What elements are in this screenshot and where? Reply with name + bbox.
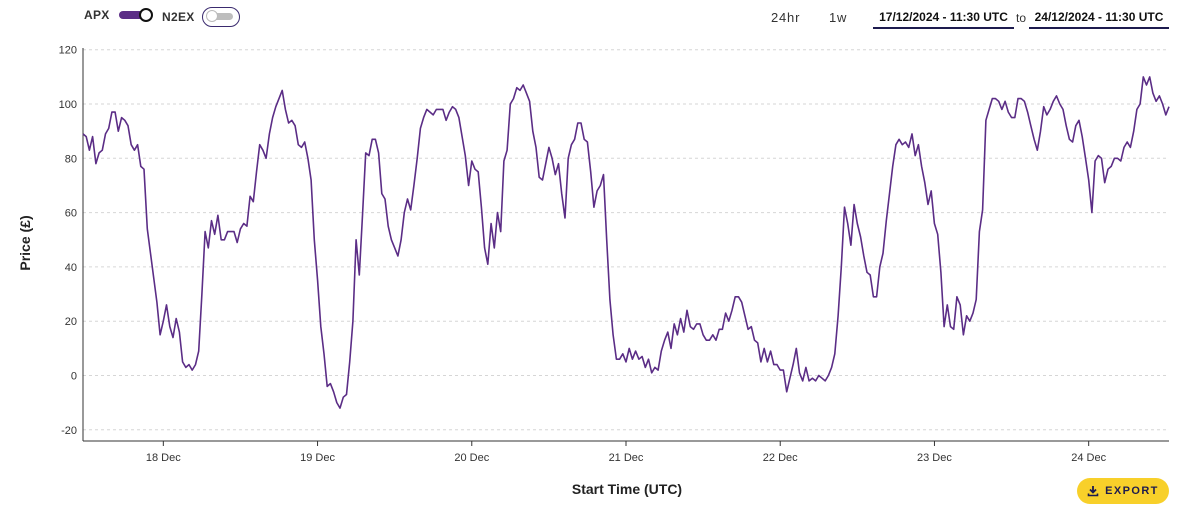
export-button[interactable]: EXPORT <box>1077 478 1169 504</box>
series-toggle-label: N2EX <box>162 10 195 24</box>
y-tick-label: 120 <box>59 45 77 57</box>
series-toggle-label: APX <box>84 8 110 22</box>
x-axis-title: Start Time (UTC) <box>572 481 682 497</box>
y-tick-label: 20 <box>65 316 77 328</box>
series-line-apx <box>82 76 1170 409</box>
series-toggle-apx[interactable]: APX <box>84 8 153 22</box>
x-tick-label: 21 Dec <box>609 452 644 464</box>
x-tick-label: 18 Dec <box>146 452 181 464</box>
x-tick-label: 24 Dec <box>1071 452 1106 464</box>
download-icon <box>1087 486 1099 497</box>
x-tick-label: 22 Dec <box>763 452 798 464</box>
range-24hr-button[interactable]: 24hr <box>771 10 801 25</box>
date-range-separator: to <box>1016 11 1027 25</box>
export-label: EXPORT <box>1105 485 1159 497</box>
y-tick-label: 40 <box>65 262 77 274</box>
date-from-field[interactable]: 17/12/2024 - 11:30 UTC <box>873 10 1014 29</box>
y-tick-label: 80 <box>65 153 77 165</box>
y-tick-label: 0 <box>71 371 77 383</box>
range-1w-button[interactable]: 1w <box>829 10 848 25</box>
grid-layer <box>83 49 1169 431</box>
y-tick-label: -20 <box>61 425 77 437</box>
x-tick-label: 20 Dec <box>454 452 489 464</box>
series-layer <box>82 76 1170 409</box>
tick-layer: -20 0 20 40 60 80 100 120 18 Dec 19 Dec 20 Dec 21 D… <box>59 45 1107 464</box>
n2ex-switch[interactable] <box>201 7 240 27</box>
series-toggle-n2ex[interactable]: N2EX <box>162 7 240 27</box>
x-tick-label: 23 Dec <box>917 452 952 464</box>
x-tick-label: 19 Dec <box>300 452 335 464</box>
y-tick-label: 60 <box>65 208 77 220</box>
date-to-field[interactable]: 24/12/2024 - 11:30 UTC <box>1029 10 1169 29</box>
apx-switch[interactable] <box>118 8 153 22</box>
y-axis-title: Price (£) <box>17 215 33 270</box>
y-tick-label: 100 <box>59 99 77 111</box>
